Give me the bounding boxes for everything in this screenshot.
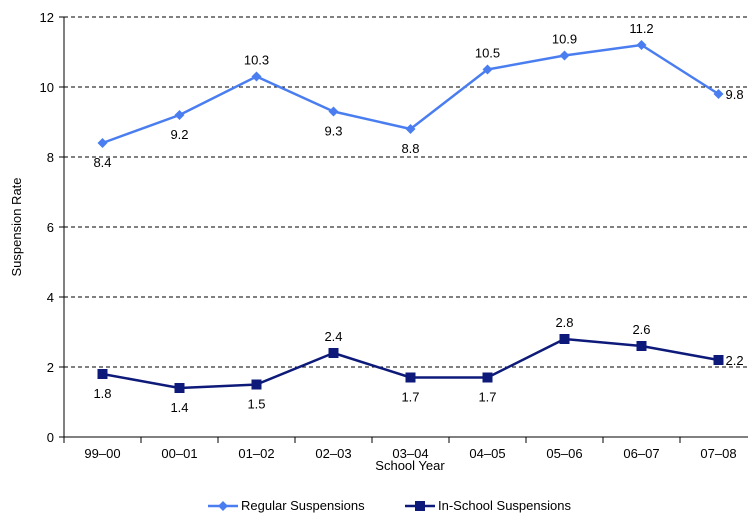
point-inschool <box>405 372 416 383</box>
y-tick-labels: 0 2 4 6 8 10 12 <box>40 10 64 445</box>
data-label-regular: 10.3 <box>244 53 269 68</box>
point-regular <box>174 110 185 120</box>
y-tick-label: 8 <box>47 150 54 165</box>
point-regular <box>559 50 570 61</box>
data-label-regular: 9.8 <box>726 87 744 102</box>
data-label-inschool: 1.7 <box>401 390 419 405</box>
point-inschool <box>713 355 724 365</box>
x-tick-label: 03–04 <box>392 446 428 461</box>
data-label-inschool: 2.4 <box>324 329 342 344</box>
legend-item-regular[interactable]: Regular Suspensions <box>208 498 365 513</box>
y-tick-label: 4 <box>47 290 54 305</box>
data-label-inschool: 2.8 <box>555 315 573 330</box>
data-label-inschool: 1.4 <box>170 400 188 415</box>
legend-regular-diamond-icon <box>208 500 238 511</box>
legend-inschool-square-icon <box>405 500 435 511</box>
point-regular <box>328 106 339 117</box>
gridlines <box>64 16 748 368</box>
point-regular <box>405 124 416 134</box>
data-label-regular: 8.8 <box>401 141 419 156</box>
legend-item-inschool[interactable]: In-School Suspensions <box>405 498 571 513</box>
y-tick-label: 0 <box>47 430 54 445</box>
point-inschool <box>174 383 185 393</box>
x-tick-labels: 99–00 00–01 01–02 02–03 03–04 04–05 05–06 06–07… <box>63 437 737 461</box>
point-inschool <box>636 341 647 351</box>
data-label-inschool: 1.7 <box>478 390 496 405</box>
legend-label-regular: Regular Suspensions <box>241 498 365 513</box>
x-tick-label: 05–06 <box>546 446 582 461</box>
x-tick-label: 00–01 <box>161 446 197 461</box>
data-label-inschool: 2.2 <box>726 353 744 368</box>
point-regular <box>482 64 493 75</box>
y-tick-label: 12 <box>40 10 54 25</box>
data-label-regular: 11.2 <box>629 21 653 36</box>
point-inschool <box>482 372 493 383</box>
x-tick-label: 99–00 <box>84 446 120 461</box>
point-inschool <box>559 334 570 344</box>
x-tick-label: 06–07 <box>623 446 659 461</box>
data-label-regular: 10.5 <box>475 46 500 61</box>
data-label-regular: 10.9 <box>552 32 577 47</box>
point-inschool <box>328 348 339 358</box>
x-tick-label: 04–05 <box>469 446 505 461</box>
point-regular <box>713 89 724 99</box>
y-tick-label: 10 <box>40 80 54 95</box>
data-label-regular: 9.3 <box>324 124 342 139</box>
x-tick-label: 02–03 <box>315 446 351 461</box>
point-inschool <box>251 379 262 390</box>
point-regular <box>251 71 262 82</box>
data-label-inschool: 2.6 <box>632 322 650 337</box>
x-tick-label: 01–02 <box>238 446 274 461</box>
data-label-inschool: 1.5 <box>247 397 265 412</box>
data-label-inschool: 1.8 <box>93 386 111 401</box>
data-label-regular: 9.2 <box>170 127 188 142</box>
point-regular <box>636 40 647 50</box>
x-axis-title: School Year <box>375 458 445 473</box>
legend-label-inschool: In-School Suspensions <box>438 498 571 513</box>
y-axis-title: Suspension Rate <box>9 177 24 276</box>
x-tick-label: 07–08 <box>700 446 736 461</box>
y-tick-label: 2 <box>47 360 54 375</box>
y-tick-label: 6 <box>47 220 54 235</box>
data-label-regular: 8.4 <box>93 155 111 170</box>
point-regular <box>97 138 108 148</box>
point-inschool <box>97 369 108 379</box>
series-group: 8.4 9.2 10.3 9.3 8.8 10.5 10.9 11.2 9.8 1.8 1.4 1.5… <box>93 21 743 415</box>
legend: Regular Suspensions In-School Suspension… <box>0 498 748 518</box>
